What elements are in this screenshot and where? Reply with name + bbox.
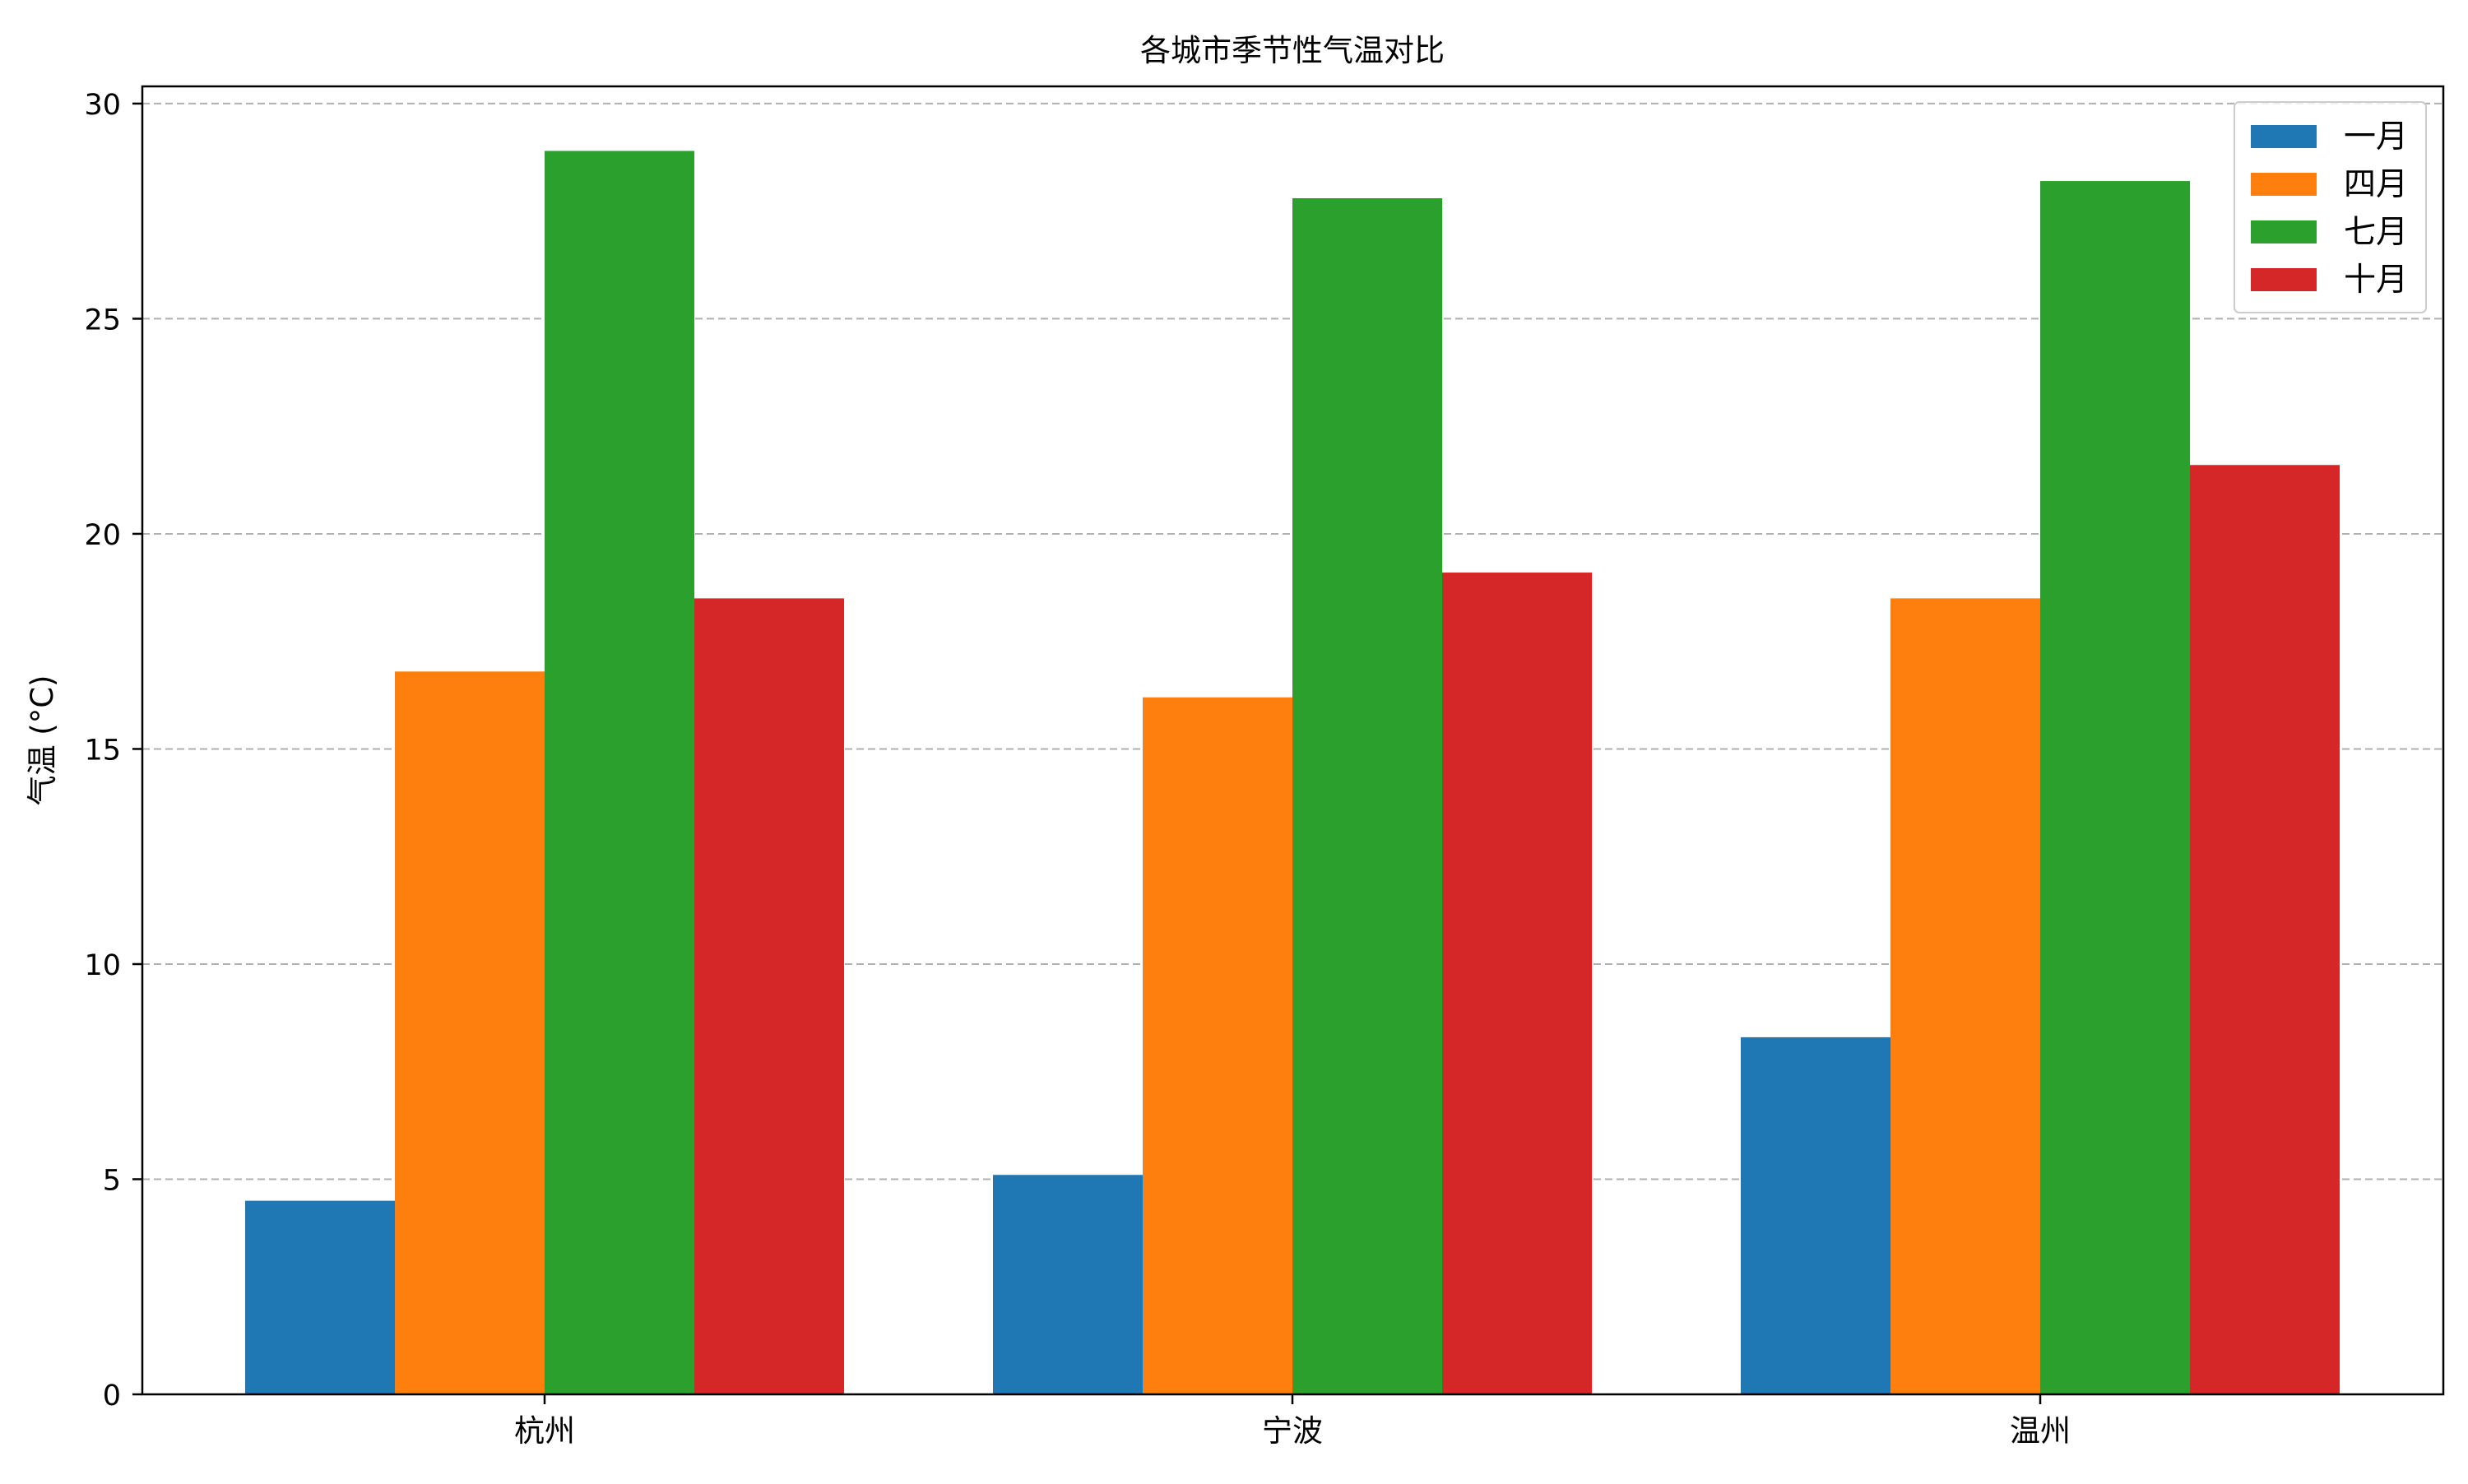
y-tick-label: 15 — [84, 734, 121, 767]
x-tick-label: 杭州 — [514, 1413, 575, 1449]
chart-title: 各城市季节性气温对比 — [1140, 33, 1445, 68]
x-tick-label: 宁波 — [1262, 1413, 1323, 1449]
legend-label: 十月 — [2344, 262, 2408, 299]
bar — [395, 671, 545, 1394]
x-tick-label: 温州 — [2010, 1413, 2071, 1449]
y-tick-label: 5 — [103, 1164, 121, 1197]
x-axis: 杭州 宁波 温州 — [514, 1394, 2071, 1449]
legend-label: 四月 — [2344, 166, 2408, 203]
legend-swatch — [2251, 268, 2317, 291]
legend-swatch — [2251, 125, 2317, 148]
bar — [545, 151, 694, 1394]
legend-label: 七月 — [2344, 214, 2408, 251]
y-tick-label: 30 — [84, 89, 121, 122]
bar — [993, 1175, 1143, 1394]
legend-swatch — [2251, 173, 2317, 196]
bars-layer — [245, 151, 2340, 1395]
bar — [1442, 573, 1592, 1394]
bar — [1143, 697, 1292, 1394]
bar — [2190, 465, 2340, 1394]
bar — [1741, 1036, 1890, 1394]
bar — [245, 1200, 395, 1394]
y-tick-label: 20 — [84, 519, 121, 552]
legend-swatch — [2251, 220, 2317, 243]
legend-label: 一月 — [2344, 118, 2408, 155]
bar — [1292, 197, 1442, 1395]
y-axis: 0 5 10 15 20 25 30 — [84, 89, 142, 1412]
bar — [694, 598, 844, 1394]
y-axis-label: 气温 (°C) — [25, 675, 60, 806]
bar — [2040, 181, 2190, 1394]
bar — [1890, 598, 2040, 1394]
y-tick-label: 25 — [84, 304, 121, 336]
y-tick-label: 0 — [103, 1380, 121, 1412]
y-tick-label: 10 — [84, 949, 121, 982]
legend-frame — [2234, 101, 2427, 313]
